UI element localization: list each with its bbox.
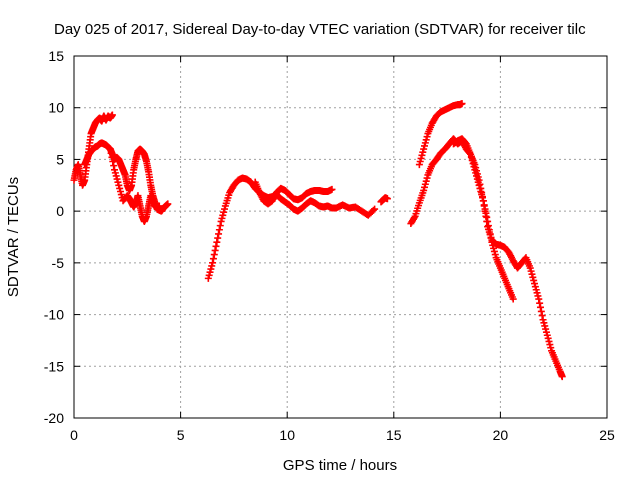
plot-frame	[73, 55, 608, 419]
data-point	[484, 222, 492, 230]
x-tick-label: 25	[599, 427, 615, 443]
data-point	[328, 185, 336, 193]
data-point	[458, 100, 466, 108]
data-point	[485, 226, 493, 234]
data-point	[371, 205, 379, 213]
data-point	[369, 206, 377, 214]
series-arc-3a	[415, 100, 466, 169]
data-point	[481, 205, 489, 213]
data-point	[107, 149, 115, 157]
data-point	[155, 202, 163, 210]
x-tick-label: 20	[493, 427, 509, 443]
series-arc-1b	[81, 139, 172, 215]
y-tick-label: -5	[52, 255, 65, 271]
data-point	[209, 255, 217, 263]
series-arc-2c	[377, 194, 391, 206]
data-point	[536, 299, 544, 307]
data-point	[410, 214, 418, 222]
data-point	[216, 222, 224, 230]
x-tick-label: 10	[279, 427, 295, 443]
data-point	[486, 230, 494, 238]
y-tick-label: -10	[44, 307, 64, 323]
data-point	[106, 145, 114, 153]
data-point	[509, 295, 517, 303]
data-point	[536, 303, 544, 311]
y-axis-label: SDTVAR / TECUs	[5, 177, 22, 297]
data-point	[214, 234, 222, 242]
series-arc-3b	[407, 135, 566, 381]
data-point	[213, 238, 221, 246]
axis-ticks: 0 5 10 15 20 25 -20 -15 -10 -5 0 5 10 15	[44, 48, 615, 443]
data-point	[482, 209, 490, 217]
data-point	[558, 373, 566, 381]
x-tick-label: 15	[386, 427, 402, 443]
data-point	[484, 217, 492, 225]
data-point	[109, 157, 117, 165]
data-point	[110, 162, 118, 170]
grid	[74, 56, 607, 418]
data-series	[70, 100, 566, 381]
data-point	[487, 234, 495, 242]
data-point	[537, 307, 545, 315]
x-tick-label: 0	[70, 427, 78, 443]
data-point	[209, 259, 217, 267]
y-tick-label: 5	[56, 151, 64, 167]
x-axis-label: GPS time / hours	[283, 457, 397, 474]
data-point	[108, 153, 116, 161]
series-arc-2b	[251, 178, 336, 208]
y-tick-label: 15	[48, 48, 64, 64]
y-tick-label: -20	[44, 410, 64, 426]
data-point	[210, 251, 218, 259]
data-point	[483, 213, 491, 221]
x-tick-label: 5	[177, 427, 185, 443]
data-point	[479, 197, 487, 205]
data-point	[538, 312, 546, 320]
data-point	[211, 246, 219, 254]
data-point	[164, 200, 172, 208]
series-arc-2	[204, 174, 379, 282]
data-point	[215, 226, 223, 234]
series-arc-3c	[449, 135, 517, 303]
y-tick-label: -15	[44, 358, 64, 374]
data-point	[212, 242, 220, 250]
data-point	[383, 195, 391, 203]
data-point	[108, 111, 116, 119]
data-point	[480, 201, 488, 209]
data-point	[535, 295, 543, 303]
series-arc-1c	[106, 145, 163, 225]
y-tick-label: 10	[48, 100, 64, 116]
data-point	[215, 230, 223, 238]
chart-title: Day 025 of 2017, Sidereal Day-to-day VTE…	[54, 21, 586, 38]
y-tick-label: 0	[56, 203, 64, 219]
